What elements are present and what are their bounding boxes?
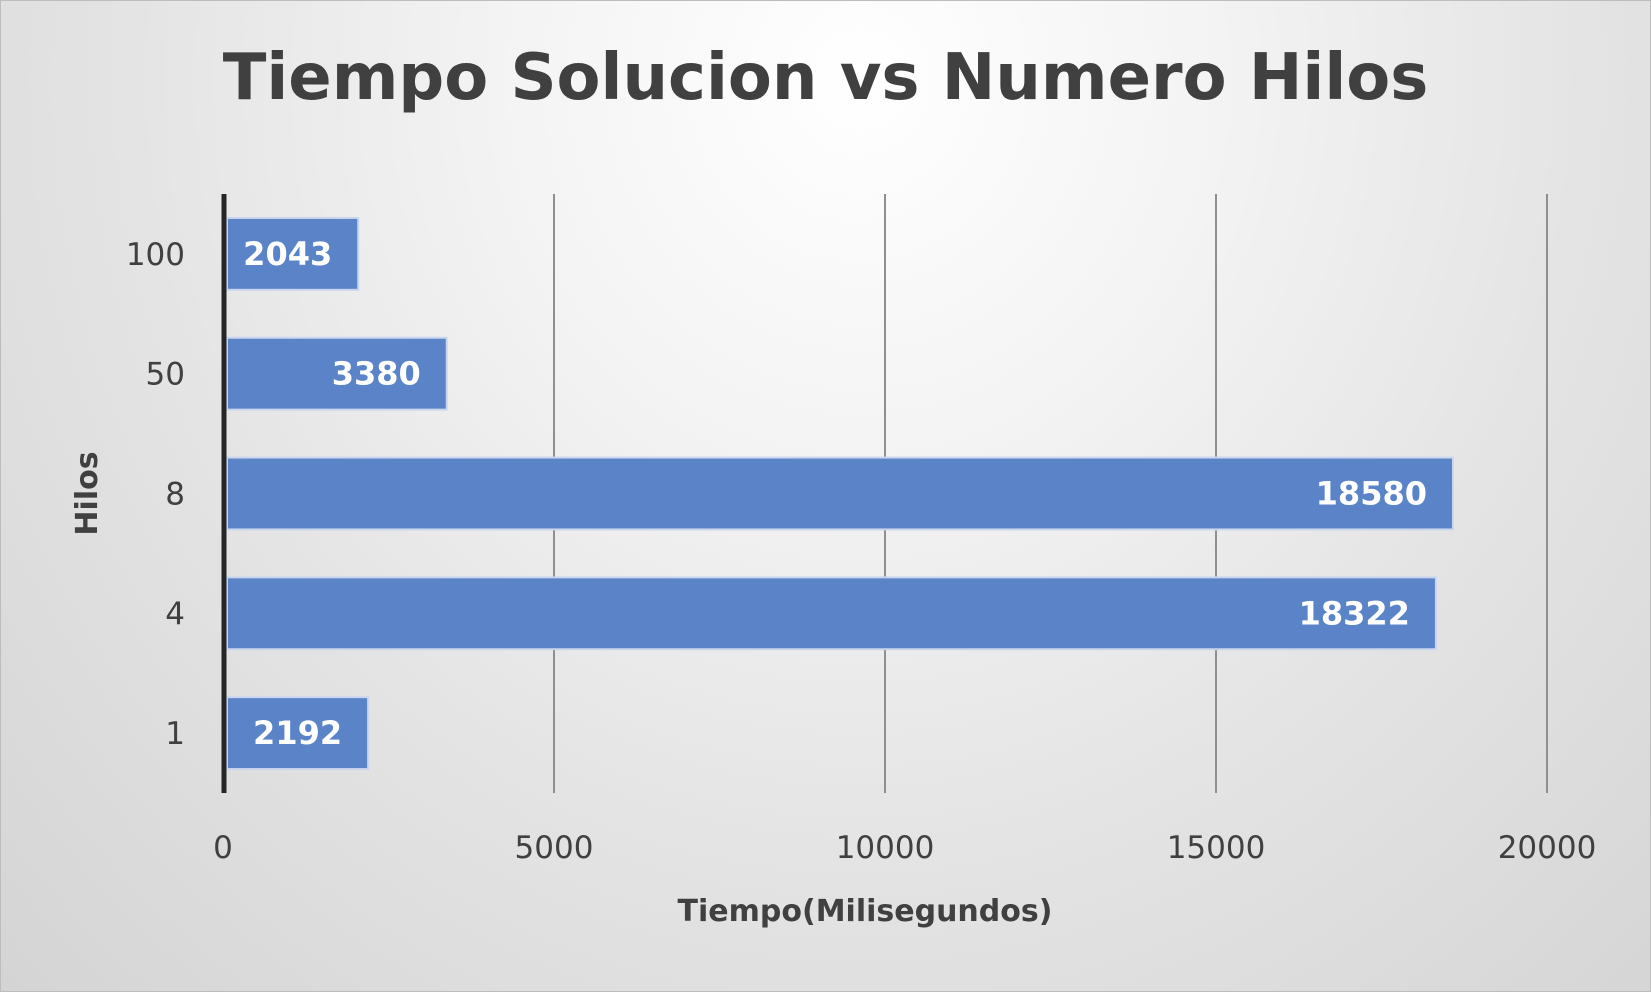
y-axis-title: Hilos: [70, 451, 105, 535]
bar: [226, 696, 370, 771]
y-tick-label: 1: [165, 716, 185, 752]
data-label: 3380: [332, 355, 421, 393]
x-tick-labels: 0 5000 10000 15000 20000: [213, 830, 1596, 866]
data-label: 18322: [1299, 594, 1410, 632]
x-tick-label: 20000: [1498, 830, 1597, 866]
data-label: 2043: [243, 235, 332, 273]
x-tick-label: 10000: [836, 830, 935, 866]
x-tick-label: 15000: [1167, 830, 1266, 866]
y-tick-label: 100: [126, 237, 185, 273]
bars: [226, 216, 1454, 771]
bar: [226, 456, 1454, 531]
x-axis-title: Tiempo(Milisegundos): [678, 894, 1053, 929]
data-label: 2192: [253, 714, 342, 752]
data-labels: 2043 3380 18580 18322 2192: [243, 235, 1427, 752]
y-tick-label: 8: [165, 477, 185, 513]
y-tick-label: 50: [146, 357, 185, 393]
bar: [226, 576, 1437, 651]
data-label: 18580: [1316, 475, 1427, 513]
bar: [226, 336, 448, 411]
bar: [226, 216, 360, 291]
x-tick-label: 0: [213, 830, 233, 866]
x-tick-label: 5000: [515, 830, 594, 866]
y-tick-labels: 100 50 8 4 1: [126, 237, 185, 752]
chart-title: Tiempo Solucion vs Numero Hilos: [222, 41, 1429, 115]
y-tick-label: 4: [165, 596, 185, 632]
